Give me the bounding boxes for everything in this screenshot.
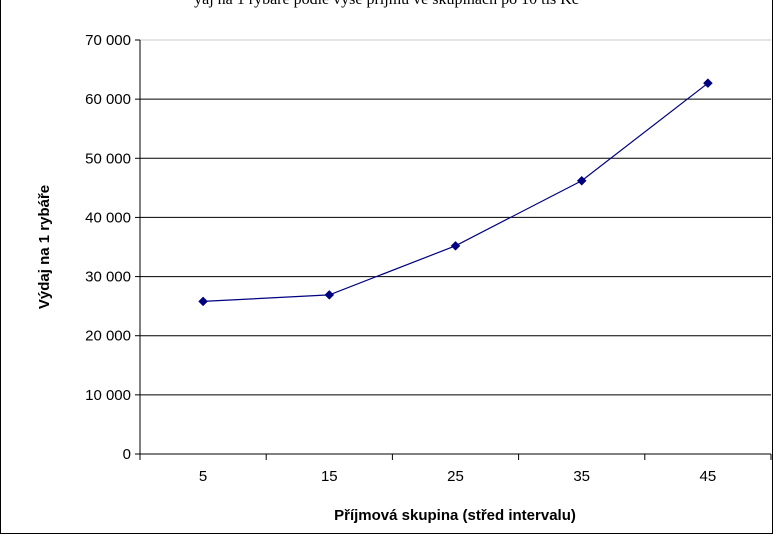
- data-point: [324, 290, 335, 300]
- grid-lines: [140, 39, 771, 396]
- x-tick-label: 45: [700, 468, 717, 485]
- axes: 0 10 000 20 000 30 000 40 000 50 000 60 000 70 …: [85, 32, 772, 485]
- x-tick-label: 25: [447, 468, 464, 485]
- y-tick-label: 50 000: [85, 150, 131, 167]
- y-tick-label: 10 000: [85, 387, 131, 404]
- x-tick-label: 5: [199, 468, 207, 485]
- data-point: [450, 240, 461, 251]
- y-tick-label: 60 000: [85, 91, 131, 108]
- series-line: [203, 82, 709, 303]
- y-tick-label: 30 000: [85, 269, 131, 286]
- y-tick-label: 20 000: [85, 328, 131, 345]
- y-tick-label: 0: [123, 446, 131, 463]
- data-point: [576, 175, 587, 186]
- x-axis-title: Příjmová skupina (střed intervalu): [334, 507, 576, 524]
- x-tick-label: 35: [573, 468, 590, 485]
- y-tick-label: 70 000: [85, 32, 131, 49]
- series-expense: [198, 78, 713, 307]
- data-point: [703, 78, 713, 89]
- data-point: [198, 296, 208, 307]
- caption-fragment: yaj na 1 rybáře podle výše příjmu ve sku…: [1, 0, 772, 9]
- y-axis-title: Výdaj na 1 rybáře: [36, 185, 53, 309]
- x-tick-label: 15: [321, 468, 338, 485]
- y-tick-label: 40 000: [85, 209, 131, 226]
